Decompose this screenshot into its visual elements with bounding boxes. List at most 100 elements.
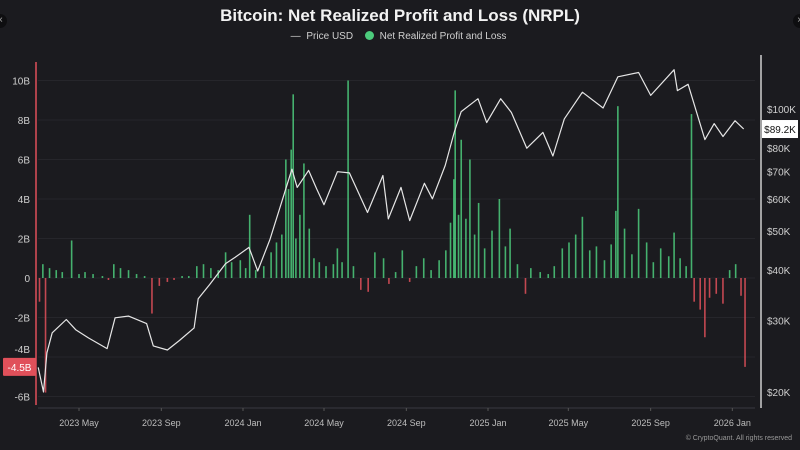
- nrpl-bar: [728, 270, 731, 278]
- nrpl-bar: [740, 278, 742, 296]
- nrpl-bar: [352, 266, 355, 278]
- nrpl-bar: [254, 270, 257, 278]
- nrpl-bar: [561, 248, 564, 278]
- nrpl-bar: [166, 278, 169, 282]
- nrpl-bar: [547, 274, 550, 278]
- nrpl-bar: [101, 276, 104, 278]
- current-nrpl-badge: [3, 357, 36, 376]
- nrpl-bar: [610, 244, 612, 278]
- right-tick-label: $20K: [767, 388, 791, 399]
- nrpl-bar: [275, 242, 278, 278]
- nrpl-bar: [690, 114, 693, 278]
- nrpl-bar: [415, 266, 418, 278]
- nrpl-bar: [374, 252, 376, 278]
- price-line: [37, 69, 745, 393]
- right-edge-button[interactable]: ×: [793, 14, 800, 28]
- nrpl-bar: [453, 179, 455, 278]
- current-price-label: $89.2K: [764, 125, 796, 136]
- nrpl-bar: [631, 254, 633, 278]
- nrpl-bar: [588, 250, 591, 278]
- x-tick-label: 2025 May: [549, 418, 589, 428]
- nrpl-bar: [42, 264, 44, 278]
- nrpl-bar: [332, 264, 335, 278]
- nrpl-bar: [202, 264, 205, 278]
- nrpl-bar: [430, 270, 432, 278]
- nrpl-bar: [244, 268, 247, 278]
- nrpl-bar: [679, 258, 681, 278]
- nrpl-bar: [477, 202, 480, 278]
- legend-price[interactable]: — Price USD: [290, 31, 354, 42]
- nrpl-bar: [295, 238, 297, 278]
- nrpl-bar: [708, 278, 711, 298]
- nrpl-bar: [504, 246, 507, 278]
- left-tick-label: 8B: [18, 116, 31, 127]
- x-tick-label: 2026 Jan: [714, 418, 751, 428]
- x-tick-label: 2023 May: [59, 418, 99, 428]
- nrpl-bar: [107, 278, 110, 280]
- legend: — Price USD Net Realized Profit and Loss: [0, 31, 800, 42]
- left-tick-label: 10B: [12, 77, 30, 88]
- nrpl-bar: [445, 250, 447, 278]
- nrpl-bar: [113, 264, 115, 278]
- nrpl-bar: [119, 268, 122, 278]
- x-tick-label: 2025 Sep: [631, 418, 670, 428]
- right-tick-label: $80K: [767, 144, 791, 155]
- nrpl-bar: [734, 264, 737, 278]
- nrpl-bar: [617, 106, 619, 278]
- nrpl-bar: [744, 278, 746, 367]
- x-tick-label: 2024 May: [304, 418, 344, 428]
- nrpl-bar: [224, 252, 227, 278]
- left-edge-button[interactable]: ×: [0, 14, 7, 28]
- nrpl-bar: [230, 262, 233, 278]
- nrpl-bar: [574, 234, 577, 278]
- nrpl-bar: [382, 258, 385, 278]
- nrpl-bar: [55, 270, 58, 278]
- nrpl-bar: [210, 268, 212, 278]
- nrpl-bar: [524, 278, 527, 294]
- nrpl-bar: [722, 278, 724, 304]
- nrpl-bar: [367, 278, 369, 292]
- nrpl-bar: [491, 230, 493, 278]
- nrpl-bar: [553, 266, 556, 278]
- nrpl-bar: [408, 278, 411, 282]
- legend-nrpl-label: Net Realized Profit and Loss: [379, 31, 507, 42]
- legend-nrpl[interactable]: Net Realized Profit and Loss: [364, 31, 510, 42]
- left-tick-label: 4B: [18, 195, 31, 206]
- nrpl-bar: [84, 272, 86, 278]
- nrpl-bar: [652, 262, 655, 278]
- current-price-badge: [762, 120, 798, 139]
- nrpl-bar: [181, 276, 183, 278]
- nrpl-bar: [659, 248, 662, 278]
- nrpl-bar: [693, 278, 695, 302]
- nrpl-bar: [454, 90, 456, 278]
- nrpl-bar: [360, 278, 362, 290]
- nrpl-bar: [347, 80, 349, 278]
- nrpl-bar: [287, 189, 290, 278]
- nrpl-bar: [292, 94, 295, 278]
- right-tick-label: $60K: [767, 195, 791, 206]
- nrpl-bar: [623, 228, 626, 278]
- nrpl-bar: [645, 242, 648, 278]
- left-tick-label: 6B: [18, 156, 31, 167]
- x-tick-label: 2025 Jan: [469, 418, 506, 428]
- nrpl-bar: [290, 149, 292, 278]
- nrpl-bar: [704, 278, 706, 338]
- nrpl-bar: [38, 278, 41, 302]
- nrpl-bar: [465, 218, 467, 278]
- current-nrpl-label: -4.5B: [8, 363, 32, 374]
- left-tick-label: -4B: [14, 345, 30, 356]
- legend-price-label: Price USD: [306, 31, 354, 42]
- right-tick-label: $50K: [767, 227, 791, 238]
- nrpl-bar: [422, 258, 425, 278]
- nrpl-bar: [78, 274, 80, 278]
- left-tick-label: -2B: [14, 314, 30, 325]
- chart-title: Bitcoin: Net Realized Profit and Loss (N…: [220, 6, 580, 25]
- nrpl-bar: [394, 272, 397, 278]
- right-tick-label: $40K: [767, 266, 791, 277]
- right-tick-label: $30K: [767, 317, 791, 328]
- nrpl-bar: [303, 163, 305, 278]
- nrpl-bar: [637, 208, 640, 278]
- nrpl-bar: [469, 159, 471, 278]
- nrpl-bar: [715, 278, 718, 294]
- nrpl-bar: [667, 256, 670, 278]
